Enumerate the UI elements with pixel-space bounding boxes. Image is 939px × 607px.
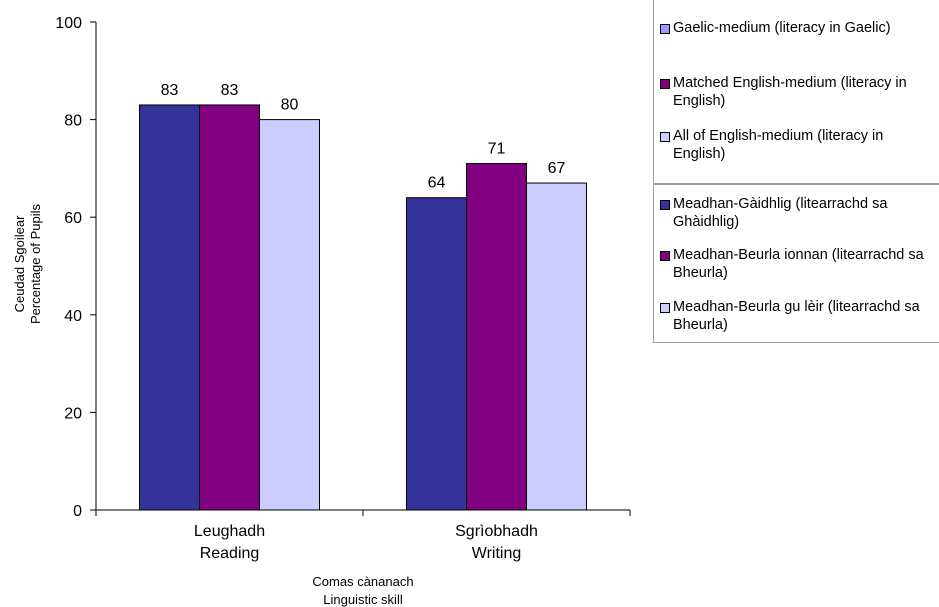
bar bbox=[526, 182, 587, 511]
legend-label: Meadhan-Beurla ionnan (litearrachd sa Bh… bbox=[673, 247, 924, 281]
x-tick-label: Sgrìobhadh bbox=[455, 523, 538, 540]
y-tick-label: 40 bbox=[64, 308, 82, 325]
x-tick-label: Leughadh bbox=[194, 523, 265, 540]
legend-swatch bbox=[660, 132, 670, 142]
bar bbox=[199, 104, 260, 511]
legend-swatch bbox=[660, 200, 670, 210]
y-tick-label: 0 bbox=[73, 503, 82, 520]
x-tick-label: Reading bbox=[200, 545, 260, 562]
y-axis-title: Ceudad Sgoilear bbox=[12, 215, 27, 313]
legend-swatch bbox=[660, 24, 670, 34]
legend-label: Meadhan-Gàidhlig (litearrachd sa Ghàidhl… bbox=[673, 196, 888, 230]
y-axis-title: Percentage of Pupils bbox=[28, 204, 43, 324]
legend-label: Matched English-medium (literacy in Engl… bbox=[673, 75, 907, 109]
legend-gaelic: Meadhan-Gàidhlig (litearrachd sa Ghàidhl… bbox=[653, 184, 939, 343]
y-tick-label: 100 bbox=[55, 15, 82, 32]
x-axis-title: Linguistic skill bbox=[323, 592, 403, 607]
bars bbox=[139, 104, 587, 511]
legend-label: Gaelic-medium (literacy in Gaelic) bbox=[673, 20, 891, 36]
legend-english: Gaelic-medium (literacy in Gaelic) Match… bbox=[653, 0, 939, 184]
bar bbox=[466, 163, 527, 511]
bar bbox=[406, 197, 467, 511]
y-tick-label: 60 bbox=[64, 210, 82, 227]
legend-label: Meadhan-Beurla gu lèir (litearrachd sa B… bbox=[673, 299, 920, 333]
data-label: 71 bbox=[488, 141, 506, 158]
y-tick-label: 20 bbox=[64, 405, 82, 422]
legend-swatch bbox=[660, 79, 670, 89]
legend-swatch bbox=[660, 303, 670, 313]
data-label: 83 bbox=[161, 82, 179, 99]
data-label: 64 bbox=[428, 175, 446, 192]
labels: 83 83 80 Leughadh Reading 64 71 67 Sgrìobhadh Wri… bbox=[12, 82, 566, 607]
bar bbox=[259, 119, 320, 511]
data-label: 80 bbox=[281, 97, 299, 114]
data-label: 67 bbox=[548, 160, 566, 177]
y-tick-label: 80 bbox=[64, 113, 82, 130]
data-label: 83 bbox=[221, 82, 239, 99]
legend-label: All of English-medium (literacy in Engli… bbox=[673, 128, 884, 162]
x-tick-label: Writing bbox=[472, 545, 522, 562]
bar bbox=[139, 104, 200, 511]
legend-swatch bbox=[660, 251, 670, 261]
x-axis-title: Comas cànanach bbox=[312, 574, 413, 589]
